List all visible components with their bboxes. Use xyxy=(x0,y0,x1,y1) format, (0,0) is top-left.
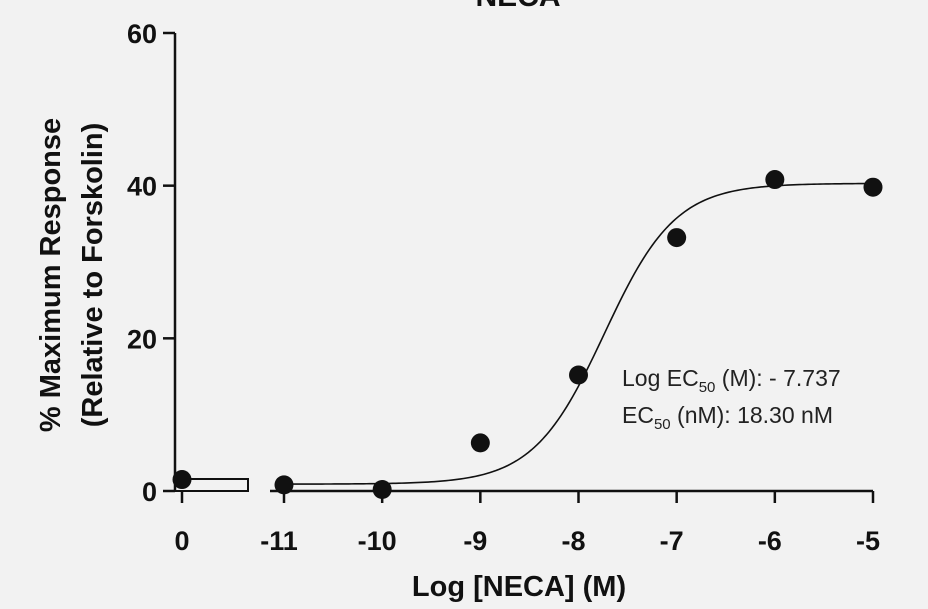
data-point xyxy=(667,228,687,248)
data-points xyxy=(172,170,883,499)
x-tick-label: -8 xyxy=(561,526,585,556)
chart-title: NECA xyxy=(475,0,560,13)
y-tick-label: 20 xyxy=(127,324,157,354)
data-point xyxy=(863,177,883,197)
y-axis-title-line2: (Relative to Forskolin) xyxy=(77,123,109,428)
x-tick-label: 0 xyxy=(174,526,189,556)
data-point xyxy=(765,170,785,190)
x-tick-label: -7 xyxy=(660,526,684,556)
x-tick-label: -9 xyxy=(463,526,487,556)
ec50-nm-text: EC50 (nM): 18.30 nM xyxy=(622,402,833,433)
data-point xyxy=(274,475,294,495)
x-tick-label: -6 xyxy=(758,526,782,556)
data-point xyxy=(569,365,588,385)
x-tick-label: -11 xyxy=(260,526,298,556)
y-tick-label: 0 xyxy=(142,477,157,507)
x-axis-ticks: 0 -11 -10 -9 -8 -7 -6 -5 xyxy=(174,491,880,556)
y-axis-title: % Maximum Response (Relative to Forskoli… xyxy=(35,118,109,432)
ec50-annotation: Log EC50 (M): - 7.737 EC50 (nM): 18.30 n… xyxy=(622,365,841,433)
data-point xyxy=(470,433,490,453)
y-axis-ticks: 0 20 40 60 xyxy=(127,19,175,507)
log-ec50-text: Log EC50 (M): - 7.737 xyxy=(622,365,841,396)
y-tick-label: 40 xyxy=(127,172,157,202)
control-point xyxy=(172,470,192,490)
y-tick-label: 60 xyxy=(127,19,157,49)
x-axis-title: Log [NECA] (M) xyxy=(412,571,626,603)
x-tick-label: -10 xyxy=(358,526,397,556)
y-axis-title-line1: % Maximum Response xyxy=(35,118,67,432)
fit-curve xyxy=(284,182,874,485)
x-tick-label: -5 xyxy=(856,526,880,556)
data-point xyxy=(372,479,392,499)
